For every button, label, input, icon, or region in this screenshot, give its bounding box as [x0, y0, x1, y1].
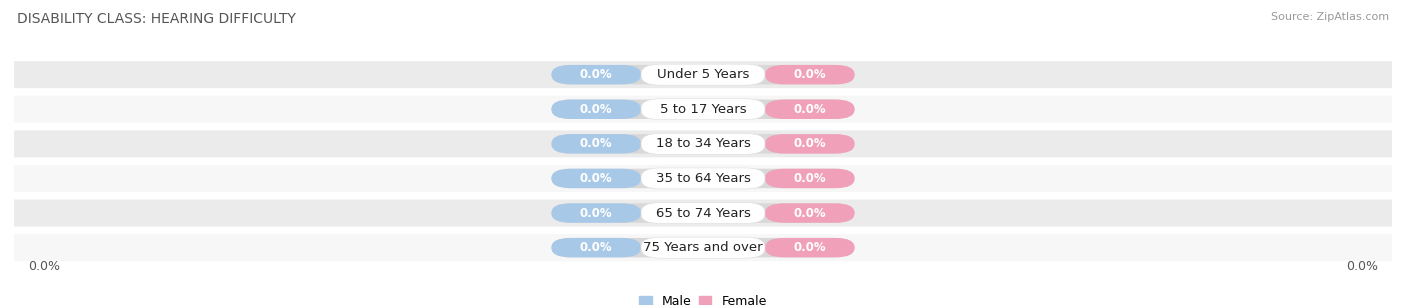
Text: 0.0%: 0.0%	[579, 137, 613, 150]
FancyBboxPatch shape	[551, 238, 641, 257]
Text: 5 to 17 Years: 5 to 17 Years	[659, 103, 747, 116]
FancyBboxPatch shape	[551, 99, 641, 119]
Text: 0.0%: 0.0%	[793, 172, 827, 185]
Text: 0.0%: 0.0%	[579, 206, 613, 220]
FancyBboxPatch shape	[551, 169, 855, 188]
FancyBboxPatch shape	[551, 169, 641, 188]
FancyBboxPatch shape	[641, 64, 765, 85]
Text: 0.0%: 0.0%	[1346, 260, 1378, 273]
FancyBboxPatch shape	[641, 237, 765, 258]
FancyBboxPatch shape	[551, 134, 641, 153]
FancyBboxPatch shape	[551, 203, 855, 223]
Text: 0.0%: 0.0%	[793, 241, 827, 254]
Text: DISABILITY CLASS: HEARING DIFFICULTY: DISABILITY CLASS: HEARING DIFFICULTY	[17, 12, 295, 26]
FancyBboxPatch shape	[551, 99, 855, 119]
FancyBboxPatch shape	[14, 199, 1392, 227]
Text: 0.0%: 0.0%	[793, 137, 827, 150]
Text: 0.0%: 0.0%	[793, 206, 827, 220]
FancyBboxPatch shape	[551, 203, 641, 223]
FancyBboxPatch shape	[551, 134, 855, 153]
FancyBboxPatch shape	[641, 168, 765, 189]
Text: Under 5 Years: Under 5 Years	[657, 68, 749, 81]
Text: 0.0%: 0.0%	[793, 68, 827, 81]
Text: 18 to 34 Years: 18 to 34 Years	[655, 137, 751, 150]
FancyBboxPatch shape	[765, 169, 855, 188]
FancyBboxPatch shape	[765, 65, 855, 84]
Text: 0.0%: 0.0%	[793, 103, 827, 116]
Text: 35 to 64 Years: 35 to 64 Years	[655, 172, 751, 185]
FancyBboxPatch shape	[765, 203, 855, 223]
Text: 0.0%: 0.0%	[579, 103, 613, 116]
FancyBboxPatch shape	[641, 203, 765, 224]
Text: 0.0%: 0.0%	[579, 172, 613, 185]
Legend: Male, Female: Male, Female	[634, 290, 772, 305]
Text: 75 Years and over: 75 Years and over	[643, 241, 763, 254]
Text: 0.0%: 0.0%	[579, 241, 613, 254]
FancyBboxPatch shape	[765, 238, 855, 257]
FancyBboxPatch shape	[765, 134, 855, 153]
FancyBboxPatch shape	[14, 61, 1392, 88]
Text: 0.0%: 0.0%	[28, 260, 60, 273]
FancyBboxPatch shape	[641, 133, 765, 154]
FancyBboxPatch shape	[765, 99, 855, 119]
FancyBboxPatch shape	[641, 99, 765, 120]
FancyBboxPatch shape	[14, 96, 1392, 123]
FancyBboxPatch shape	[14, 234, 1392, 261]
FancyBboxPatch shape	[551, 65, 641, 84]
FancyBboxPatch shape	[14, 130, 1392, 157]
FancyBboxPatch shape	[551, 65, 855, 84]
Text: 65 to 74 Years: 65 to 74 Years	[655, 206, 751, 220]
Text: 0.0%: 0.0%	[579, 68, 613, 81]
FancyBboxPatch shape	[551, 238, 855, 257]
FancyBboxPatch shape	[14, 165, 1392, 192]
Text: Source: ZipAtlas.com: Source: ZipAtlas.com	[1271, 12, 1389, 22]
